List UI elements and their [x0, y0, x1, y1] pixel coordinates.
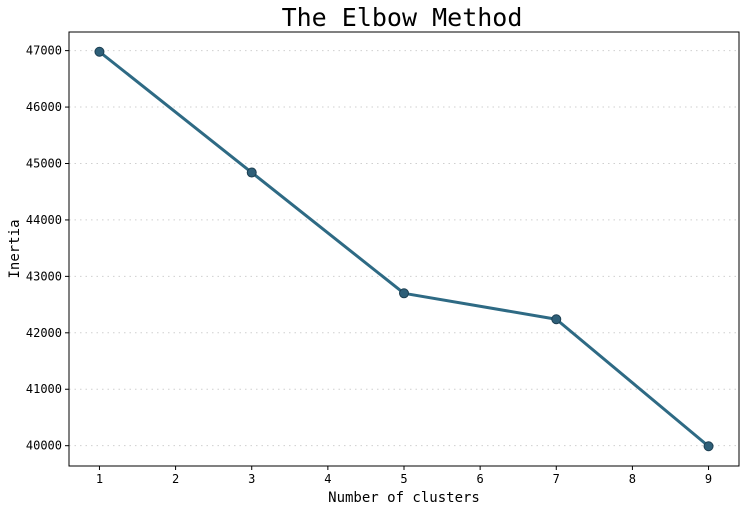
chart-title: The Elbow Method	[282, 3, 523, 32]
y-tick-label-5: 45000	[26, 156, 62, 170]
x-axis-ticks: 1 2 3 4 5 6 7 8 9	[96, 466, 712, 486]
data-point-5	[703, 441, 714, 452]
data-point-4	[551, 314, 562, 325]
x-tick-label-6: 7	[553, 472, 560, 486]
y-axis-ticks: 40000 41000 42000 43000 44000 45000 46000 47000	[26, 44, 69, 453]
data-point-2	[246, 167, 257, 178]
y-axis-label: Inertia	[7, 219, 23, 278]
y-tick-label-6: 46000	[26, 100, 62, 114]
y-tick-label-7: 47000	[26, 44, 62, 58]
data-point-1	[94, 46, 105, 57]
y-tick-label-1: 41000	[26, 382, 62, 396]
y-tick-label-0: 40000	[26, 439, 62, 453]
x-tick-label-2: 3	[248, 472, 255, 486]
y-tick-label-2: 42000	[26, 326, 62, 340]
x-axis-label: Number of clusters	[328, 490, 480, 506]
x-tick-label-0: 1	[96, 472, 103, 486]
x-tick-label-5: 6	[477, 472, 484, 486]
y-tick-label-4: 44000	[26, 213, 62, 227]
y-tick-label-3: 43000	[26, 269, 62, 283]
x-tick-label-3: 4	[324, 472, 331, 486]
data-point-3	[399, 288, 409, 299]
x-tick-label-1: 2	[172, 472, 179, 486]
x-tick-label-4: 5	[400, 472, 407, 486]
plot-area-frame	[68, 31, 740, 467]
inertia-series-line	[97, 50, 711, 448]
x-tick-label-8: 9	[705, 472, 712, 486]
data-point-markers	[94, 46, 714, 452]
x-tick-label-7: 8	[629, 472, 636, 486]
